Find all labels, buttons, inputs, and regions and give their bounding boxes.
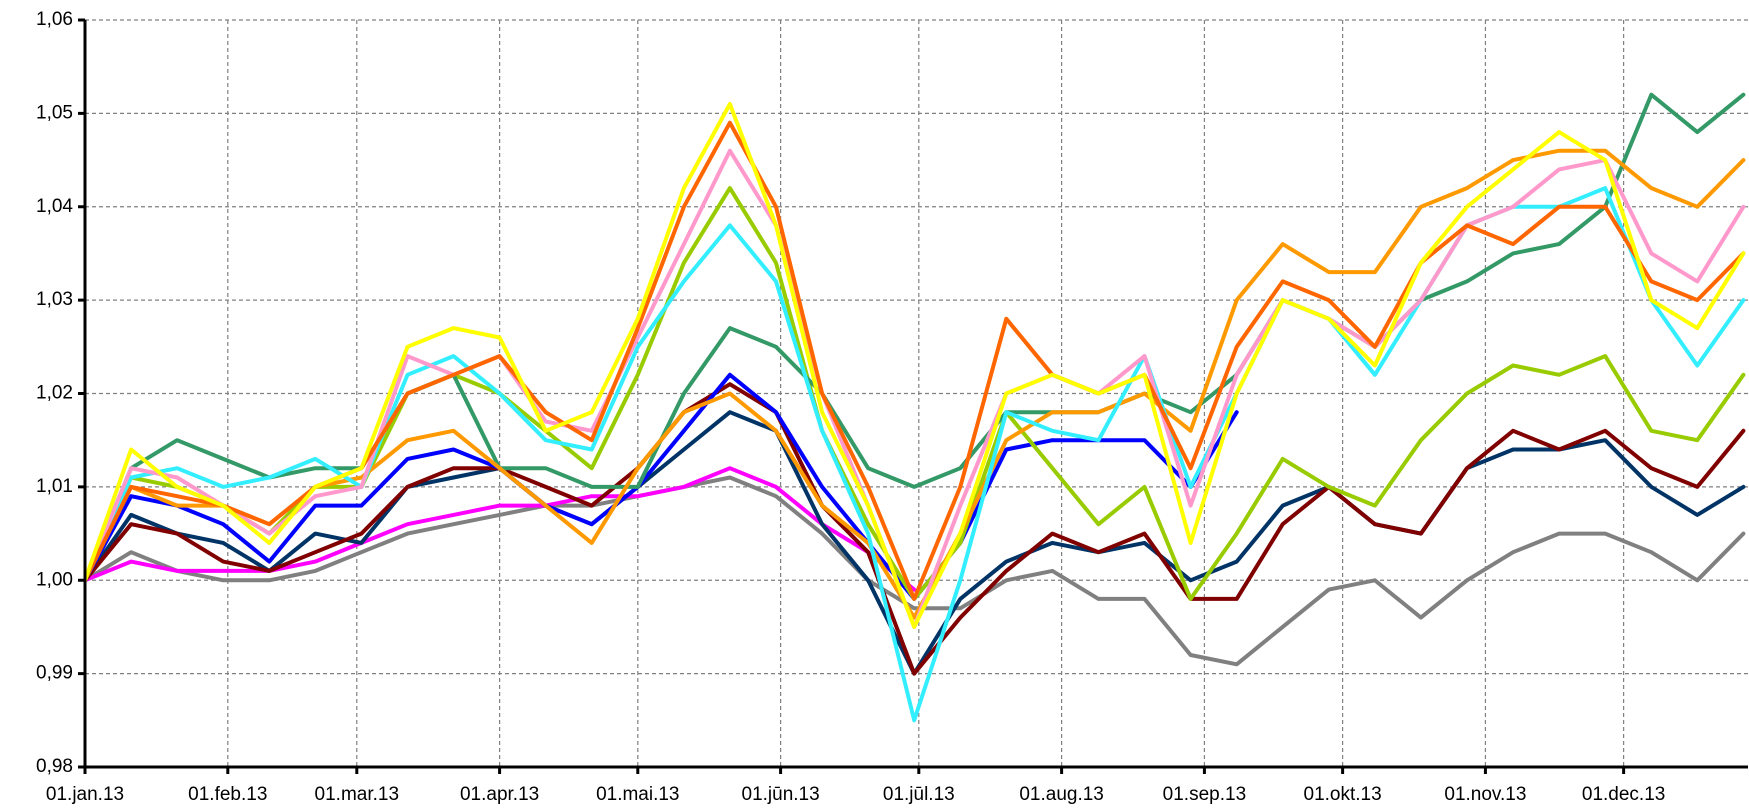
axes: 0,98 0,99 1,00 1,01 1,02 1,03 1,04 1,05 1,06 01.j…: [36, 9, 1748, 805]
x-tick-label: 01.jan.13: [46, 784, 124, 805]
y-tick-label: 0,99: [36, 663, 73, 684]
y-tick-label: 1,06: [36, 9, 73, 30]
x-tick-label: 01.aug.13: [1019, 784, 1104, 805]
x-tick-label: 01.okt.13: [1304, 784, 1382, 805]
y-tick-label: 1,01: [36, 476, 73, 497]
plot-area: [83, 92, 1746, 723]
x-tick-label: 01.sep.13: [1163, 784, 1246, 805]
x-tick-label: 01.feb.13: [188, 784, 267, 805]
series-line: [83, 372, 1239, 601]
x-tick-label: 01.jūn.13: [742, 784, 820, 805]
series-line: [83, 382, 1746, 676]
x-tick-label: 01.nov.13: [1444, 784, 1526, 805]
series-line: [83, 120, 1746, 601]
y-tick-label: 1,03: [36, 289, 73, 310]
grid: [84, 19, 1748, 768]
x-tick-label: 01.mar.13: [315, 784, 400, 805]
y-tick-label: 1,04: [36, 196, 73, 217]
y-tick-label: 1,00: [36, 569, 73, 590]
y-tick-label: 0,98: [36, 756, 73, 777]
y-tick-label: 1,02: [36, 383, 73, 404]
x-tick-label: 01.apr.13: [460, 784, 539, 805]
series-line: [83, 186, 1746, 723]
x-tick-label: 01.jūl.13: [883, 784, 955, 805]
series-line: [83, 466, 917, 592]
series-line: [83, 475, 1746, 667]
x-tick-label: 01.dec.13: [1582, 784, 1665, 805]
series-line: [83, 102, 1746, 629]
y-tick-label: 1,05: [36, 102, 73, 123]
series-line: [83, 148, 1746, 620]
x-tick-label: 01.mai.13: [596, 784, 679, 805]
